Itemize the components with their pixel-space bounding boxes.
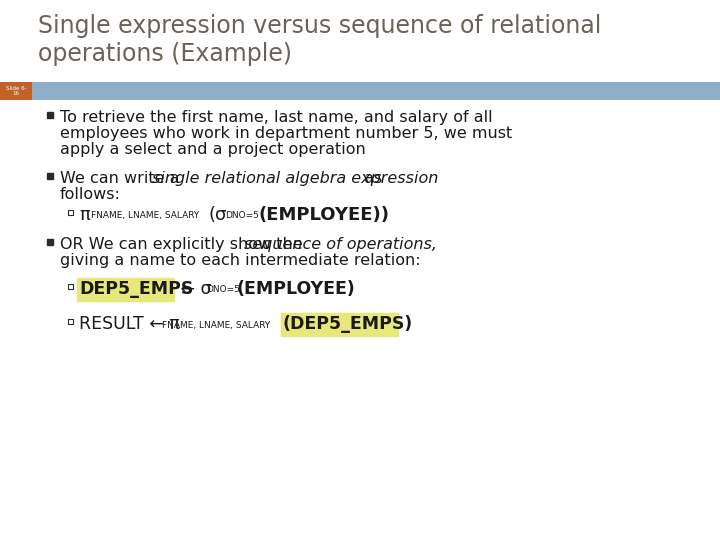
Text: employees who work in department number 5, we must: employees who work in department number …	[60, 126, 512, 141]
FancyBboxPatch shape	[0, 82, 720, 100]
FancyBboxPatch shape	[68, 284, 73, 288]
Text: RESULT ← π: RESULT ← π	[79, 315, 180, 333]
Text: FNAME, LNAME, SALARY: FNAME, LNAME, SALARY	[162, 321, 270, 330]
Text: π: π	[79, 206, 90, 224]
FancyBboxPatch shape	[68, 319, 73, 323]
Text: apply a select and a project operation: apply a select and a project operation	[60, 142, 366, 157]
Text: Single expression versus sequence of relational: Single expression versus sequence of rel…	[38, 14, 601, 38]
FancyBboxPatch shape	[47, 173, 53, 179]
Text: sequence of operations,: sequence of operations,	[245, 237, 438, 252]
FancyBboxPatch shape	[281, 313, 397, 335]
FancyBboxPatch shape	[47, 239, 53, 245]
FancyBboxPatch shape	[0, 82, 32, 100]
Text: (DEP5_EMPS): (DEP5_EMPS)	[283, 315, 413, 333]
Text: (EMPLOYEE)): (EMPLOYEE))	[258, 206, 389, 224]
Text: operations (Example): operations (Example)	[38, 42, 292, 66]
Text: We can write a: We can write a	[60, 171, 184, 186]
Text: DEP5_EMPS: DEP5_EMPS	[79, 280, 194, 298]
Text: (σ: (σ	[208, 206, 226, 224]
FancyBboxPatch shape	[76, 278, 174, 300]
Text: OR We can explicitly show the: OR We can explicitly show the	[60, 237, 307, 252]
Text: To retrieve the first name, last name, and salary of all: To retrieve the first name, last name, a…	[60, 110, 492, 125]
Text: as: as	[359, 171, 382, 186]
Text: Slide 6-
16: Slide 6- 16	[6, 86, 27, 97]
Text: single relational algebra expression: single relational algebra expression	[152, 171, 438, 186]
FancyBboxPatch shape	[47, 112, 53, 118]
FancyBboxPatch shape	[68, 210, 73, 214]
Text: (EMPLOYEE): (EMPLOYEE)	[237, 280, 356, 298]
Text: follows:: follows:	[60, 187, 121, 202]
Text: giving a name to each intermediate relation:: giving a name to each intermediate relat…	[60, 253, 420, 268]
Text: DNO=5: DNO=5	[225, 211, 259, 220]
Text: FNAME, LNAME, SALARY: FNAME, LNAME, SALARY	[91, 211, 199, 220]
Text: ← σ: ← σ	[175, 280, 212, 298]
Text: DNO=5: DNO=5	[206, 285, 240, 294]
